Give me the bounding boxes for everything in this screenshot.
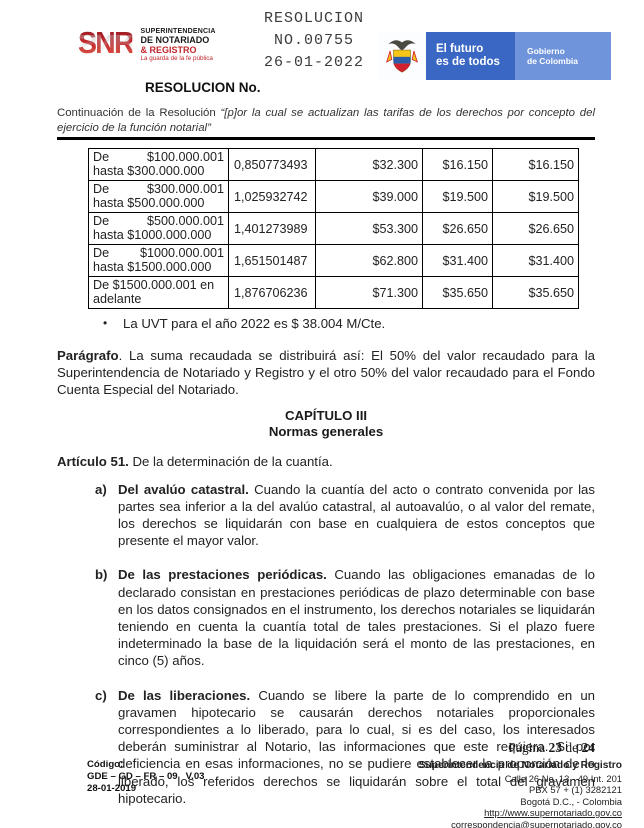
gov-line1: Gobierno	[527, 46, 565, 56]
footer-org-name: Superintendencia de Notariado y Registro	[418, 760, 622, 771]
snr-logo-text: SUPERINTENDENCIA DE NOTARIADO & REGISTRO…	[140, 28, 215, 83]
code-label: Código:	[87, 759, 124, 770]
bullet-icon: •	[103, 316, 108, 330]
page-number: Página 23 de 24	[508, 740, 596, 755]
value-a-cell: $16.150	[422, 148, 493, 181]
item-b-label: b)	[95, 567, 108, 583]
total-cell: $62.800	[315, 244, 423, 277]
value-b-cell: $16.150	[492, 148, 579, 181]
footer-website-link[interactable]: http://www.supernotariado.gov.co	[484, 807, 622, 818]
paragrafo: Parágrafo. La suma recaudada se distribu…	[57, 347, 595, 399]
range-cell: De $1500.000.001 en adelante	[88, 276, 229, 309]
footer-email-link[interactable]: correspondencia@supernotariado.gov.co	[451, 818, 622, 828]
chapter-subtitle: Normas generales	[268, 423, 384, 439]
snr-wordmark-reflection: SNR	[78, 35, 133, 59]
gov-slogan: El futuro es de todos	[426, 32, 515, 80]
value-a-cell: $26.650	[422, 212, 493, 245]
value-b-cell: $35.650	[492, 276, 579, 309]
uvt-note-text: La UVT para el año 2022 es $ 38.004 M/Ct…	[123, 316, 386, 331]
total-cell: $32.300	[315, 148, 423, 181]
article-lead: Artículo 51.	[57, 453, 129, 469]
table-row: De $300.000.001 hasta $500.000.000 1,0259…	[88, 180, 579, 213]
paragrafo-text: . La suma recaudada se distribuirá así: …	[57, 348, 595, 398]
snr-wordmark: SNR	[78, 25, 135, 60]
gov-banner: El futuro es de todos Gobierno de Colomb…	[378, 32, 611, 80]
item-a-lead: Del avalúo catastral.	[118, 481, 249, 497]
factor-cell: 1,401273989	[228, 212, 316, 245]
value-a-cell: $31.400	[422, 244, 493, 277]
footer-phone: PBX 57 + (1) 3282121	[528, 784, 622, 795]
range-cell: De $100.000.001 hasta $300.000.000	[88, 148, 229, 181]
logo-line-registro: & REGISTRO	[140, 45, 197, 55]
item-a-text: Cuando la cuantía del acto o contrato co…	[118, 481, 595, 549]
item-a-label: a)	[95, 481, 107, 497]
snr-logo: SNR SNR SUPERINTENDENCIA DE NOTARIADO & …	[78, 27, 216, 83]
item-b-text: Cuando las obligaciones emanadas de lo d…	[118, 567, 596, 669]
uvt-note: • La UVT para el año 2022 es $ 38.004 M/…	[103, 316, 595, 331]
item-c-text: Cuando se libere la parte de lo comprend…	[118, 687, 595, 806]
factor-cell: 1,025932742	[228, 180, 316, 213]
continuation-note: Continuación de la Resolución “[p]or la …	[57, 106, 595, 135]
list-item-b: b) De las prestaciones periódicas. Cuando…	[57, 566, 595, 669]
code-date: 28-01-2019	[87, 783, 137, 794]
code-value: GDE – GD – FR – 09 V.03	[87, 771, 205, 782]
continuation-quote: “[p]or la cual se actualizan las tarifas…	[57, 107, 595, 134]
range-cell: De $500.000.001 hasta $1000.000.000	[88, 212, 229, 245]
tariff-table: De $100.000.001 hasta $300.000.000 0,8507…	[88, 148, 579, 309]
slogan-line2: es de todos	[436, 56, 500, 68]
list-item-a: a) Del avalúo catastral. Cuando la cuantí…	[57, 481, 595, 550]
continuation-lead: Continuación de la Resolución	[57, 107, 221, 119]
item-c-lead: De las liberaciones.	[118, 687, 251, 703]
footer-address: Calle 26 No. 13 - 49 Int. 201	[504, 772, 622, 784]
gov-line2: de Colombia	[527, 56, 579, 66]
value-b-cell: $26.650	[492, 212, 579, 245]
slogan-line1: El futuro	[436, 43, 484, 55]
factor-cell: 1,876706236	[228, 276, 316, 309]
factor-cell: 1,651501487	[228, 244, 316, 277]
footer-code-block: Código: GDE – GD – FR – 09 V.03 28-01-20…	[87, 759, 205, 795]
colombia-coat-of-arms-icon	[378, 32, 426, 80]
table-row: De $1000.000.001 hasta $1500.000.000 1,65…	[88, 244, 579, 277]
gov-label: Gobierno de Colombia	[515, 32, 611, 80]
total-cell: $71.300	[315, 276, 423, 309]
document-body: De $100.000.001 hasta $300.000.000 0,8507…	[57, 148, 595, 807]
table-row: De $100.000.001 hasta $300.000.000 0,8507…	[88, 148, 579, 181]
value-b-cell: $31.400	[492, 244, 579, 277]
table-row: De $1500.000.001 en adelante 1,876706236…	[88, 276, 579, 309]
range-cell: De $1000.000.001 hasta $1500.000.000	[88, 244, 229, 277]
stamp-number: NO.00755	[273, 32, 354, 49]
footer-contact-block: Superintendencia de Notariado y Registro…	[419, 760, 622, 828]
stamp-date: 26-01-2022	[263, 54, 364, 71]
value-a-cell: $35.650	[422, 276, 493, 309]
logo-line-superintendencia: SUPERINTENDENCIA	[140, 28, 216, 35]
total-pages: 24	[581, 740, 596, 755]
value-a-cell: $19.500	[422, 180, 493, 213]
range-cell: De $300.000.001 hasta $500.000.000	[88, 180, 229, 213]
total-cell: $39.000	[315, 180, 423, 213]
resolution-stamp: RESOLUCION NO.00755 26-01-2022	[238, 8, 390, 74]
resolution-number-label: RESOLUCION No.	[145, 80, 261, 95]
paragrafo-lead: Parágrafo	[57, 348, 119, 363]
chapter-title: CAPÍTULO III	[284, 407, 368, 423]
item-c-label: c)	[95, 687, 107, 703]
total-cell: $53.300	[315, 212, 423, 245]
article-51: Artículo 51. De la determinación de la c…	[57, 454, 595, 469]
item-b-lead: De las prestaciones periódicas.	[118, 567, 327, 583]
value-b-cell: $19.500	[492, 180, 579, 213]
logo-tagline: La guarda de la fe pública	[140, 55, 213, 62]
logo-line-de-notariado: DE NOTARIADO	[140, 35, 210, 45]
list-item-c: c) De las liberaciones. Cuando se libere …	[57, 687, 595, 807]
table-row: De $500.000.001 hasta $1000.000.000 1,401…	[88, 212, 579, 245]
current-page: 23	[548, 740, 563, 755]
header-divider	[57, 137, 595, 140]
stamp-title: RESOLUCION	[263, 10, 364, 27]
factor-cell: 0,850773493	[228, 148, 316, 181]
footer-city: Bogotá D.C., - Colombia	[520, 795, 622, 807]
chapter-heading: CAPÍTULO III Normas generales	[57, 408, 595, 439]
article-text: De la determinación de la cuantía.	[128, 453, 333, 469]
